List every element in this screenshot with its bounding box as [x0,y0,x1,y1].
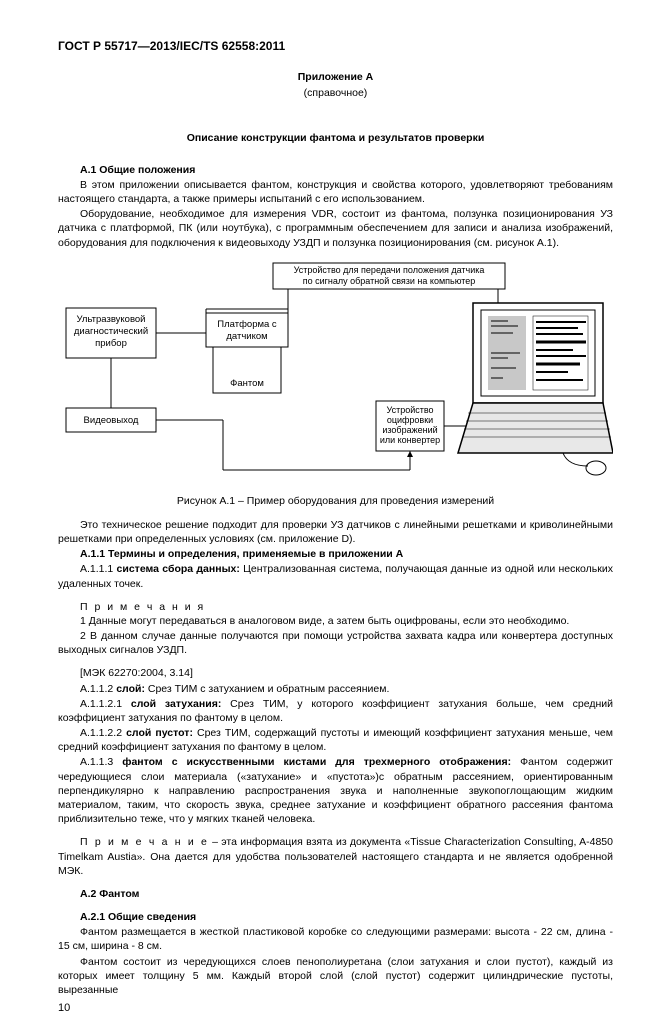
a112: А.1.1.2 слой: Срез ТИМ с затуханием и об… [58,682,613,696]
a1122: А.1.1.2.2 слой пустот: Срез ТИМ, содержа… [58,726,613,754]
a113: А.1.1.3 фантом с искусственными кистами … [58,755,613,826]
note-2: 2 В данном случае данные получаются при … [58,629,613,657]
svg-text:прибор: прибор [95,338,127,349]
svg-text:диагностический: диагностический [74,326,148,337]
svg-text:Ультразвуковой: Ультразвуковой [77,314,146,325]
a1-head: А.1 Общие положения [58,163,613,177]
svg-text:Платформа с: Платформа с [217,319,277,330]
section-title: Описание конструкции фантома и результат… [58,131,613,145]
appendix-sub: (справочное) [58,86,613,100]
note-1: 1 Данные могут передаваться в аналоговом… [58,614,613,628]
a1121: А.1.1.2.1 слой затухания: Срез ТИМ, у ко… [58,697,613,725]
svg-text:Устройство для передачи положе: Устройство для передачи положения датчик… [294,265,485,275]
a1111: А.1.1.1 система сбора данных: Централизо… [58,562,613,590]
figure-caption: Рисунок А.1 – Пример оборудования для пр… [58,494,613,508]
note2: П р и м е ч а н и е – эта информация взя… [58,835,613,878]
appendix-title: Приложение А [58,70,613,84]
svg-text:по сигналу обратной связи на к: по сигналу обратной связи на компьютер [303,276,476,286]
svg-text:датчиком: датчиком [226,331,267,342]
svg-text:Устройство: Устройство [386,405,433,415]
a2-p2: Фантом состоит из чередующихся слоев пен… [58,955,613,998]
a111-head: А.1.1 Термины и определения, применяемые… [58,547,613,561]
ref-iec: [МЭК 62270:2004, 3.14] [58,666,613,680]
a2-head: А.2 Фантом [58,887,613,901]
svg-text:или конвертер: или конвертер [380,435,440,445]
svg-text:оцифровки: оцифровки [387,415,433,425]
figure-a1-diagram: Устройство для передачи положения датчик… [58,258,613,488]
a1-p2: Оборудование, необходимое для измерения … [58,207,613,250]
svg-text:изображений: изображений [382,425,437,435]
notes-head: П р и м е ч а н и я [58,600,613,614]
svg-text:Видеовыход: Видеовыход [84,415,139,426]
a2-p1: Фантом размещается в жесткой пластиковой… [58,925,613,953]
a1-p1: В этом приложении описывается фантом, ко… [58,178,613,206]
header-code: ГОСТ Р 55717—2013/IEC/TS 62558:2011 [58,38,613,54]
svg-text:Фантом: Фантом [230,378,264,389]
page-number: 10 [58,1001,613,1016]
laptop-icon [458,303,613,475]
after-fig-p1: Это техническое решение подходит для про… [58,518,613,546]
a21-head: А.2.1 Общие сведения [58,910,613,924]
